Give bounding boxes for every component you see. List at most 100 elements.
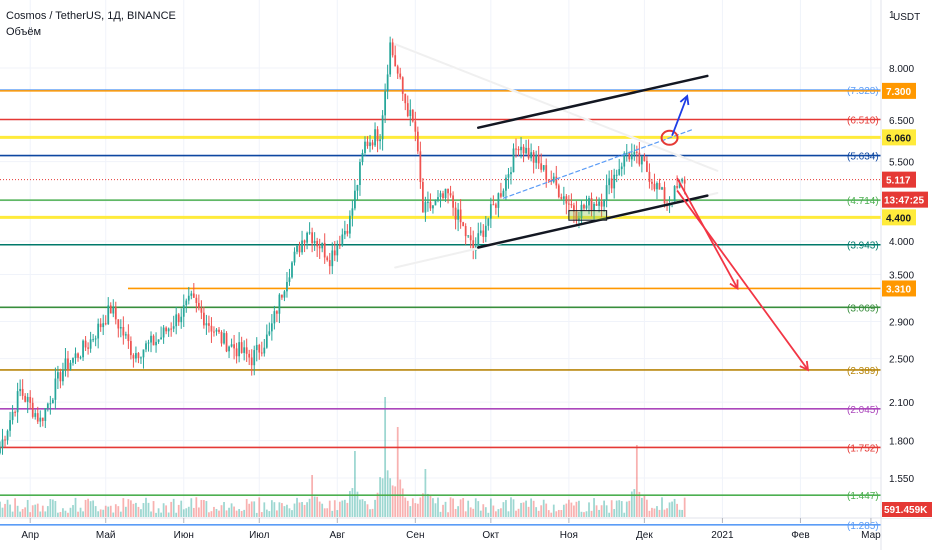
- price-tick-label: 1: [889, 10, 895, 21]
- volume-bar: [432, 498, 434, 517]
- channel-line: [477, 74, 709, 129]
- volume-bar: [36, 503, 39, 517]
- volume-bar: [260, 512, 263, 517]
- candle-body: [107, 305, 110, 325]
- volume-bar: [11, 511, 14, 517]
- volume-bar: [414, 503, 417, 517]
- candles: [0, 36, 686, 455]
- candle-body: [44, 408, 47, 421]
- volume-bar: [497, 509, 500, 517]
- price-axis[interactable]: 18.0006.5005.5004.7004.0003.5002.9002.50…: [889, 10, 914, 485]
- candle-body: [535, 155, 538, 163]
- price-badge: [882, 171, 916, 188]
- volume-bar: [401, 488, 404, 517]
- volume-bar: [562, 504, 565, 517]
- candle-body: [414, 121, 417, 132]
- candle-body: [341, 234, 344, 246]
- volume-bar: [520, 502, 522, 517]
- volume-bars: [0, 397, 686, 517]
- volume-bar: [590, 510, 593, 517]
- candle-body: [640, 156, 643, 165]
- candle-body: [449, 193, 452, 196]
- time-axis[interactable]: Апр Май Июн Июл Авг Сен Окт Ноя Дек 2021 Фев Мар: [21, 518, 881, 541]
- candle-body: [630, 154, 633, 160]
- volume-bar: [109, 505, 112, 517]
- volume-bar: [628, 500, 631, 517]
- candle-body: [243, 347, 246, 353]
- volume-bar: [200, 499, 203, 517]
- volume-bar: [142, 503, 145, 517]
- candle-body: [180, 316, 183, 323]
- candle-body: [467, 235, 470, 237]
- candle-body: [590, 198, 593, 211]
- candle-body: [600, 201, 603, 207]
- candle-body: [313, 240, 316, 244]
- volume-legend-label[interactable]: Объём: [6, 26, 42, 38]
- level-price-label: (1.447): [847, 491, 879, 502]
- candle-body: [580, 204, 583, 219]
- candle-body: [364, 141, 366, 153]
- volume-bar: [593, 498, 595, 517]
- volume-bar: [459, 499, 462, 517]
- volume-bar: [416, 503, 419, 517]
- volume-bar: [190, 498, 193, 517]
- candle-body: [346, 230, 349, 234]
- time-tick-label: Фев: [791, 530, 809, 541]
- volume-bar: [575, 501, 578, 517]
- volume-bar: [391, 485, 394, 517]
- candle-body: [374, 129, 376, 146]
- volume-bar: [160, 512, 162, 517]
- candle-body: [162, 327, 165, 338]
- candle-body: [77, 353, 79, 358]
- volume-bar: [394, 486, 397, 517]
- candle-body: [444, 188, 447, 199]
- level-price-label: (2.389): [847, 366, 879, 377]
- candle-body: [218, 329, 220, 333]
- volume-bar: [477, 501, 480, 517]
- symbol-title[interactable]: Cosmos / TetherUS, 1Д, BINANCE: [6, 10, 176, 22]
- volume-bar: [472, 508, 475, 517]
- candle-body: [598, 201, 600, 206]
- volume-bar: [291, 510, 293, 517]
- candle-body: [94, 338, 97, 340]
- volume-bar: [306, 502, 308, 517]
- volume-bar: [4, 503, 6, 517]
- candle-body: [663, 187, 666, 204]
- volume-bar: [482, 504, 485, 517]
- dashed-trendline: [502, 129, 693, 199]
- candle-body: [92, 339, 95, 341]
- volume-bar: [492, 505, 495, 517]
- candle-body: [46, 403, 49, 409]
- volume-bar: [92, 500, 95, 517]
- candle-body: [386, 74, 389, 92]
- candle-body: [343, 230, 346, 235]
- candle-body: [376, 129, 379, 142]
- candle-body: [540, 163, 543, 170]
- volume-bar: [525, 500, 527, 517]
- volume-bar: [618, 500, 621, 517]
- candle-body: [517, 148, 520, 151]
- candle-body: [457, 209, 460, 220]
- candle-body: [225, 333, 228, 352]
- volume-bar: [409, 506, 412, 517]
- candle-body: [157, 339, 160, 342]
- candle-body: [260, 352, 263, 354]
- candle-body: [112, 307, 115, 314]
- volume-bar: [145, 497, 147, 517]
- candle-body: [175, 314, 178, 327]
- volume-bar: [517, 508, 520, 517]
- candle-body: [192, 293, 195, 298]
- volume-bar: [555, 511, 558, 517]
- candle-body: [240, 342, 243, 353]
- candle-body: [643, 156, 646, 161]
- candle-body: [432, 205, 434, 209]
- candle-body: [185, 300, 188, 306]
- volume-bar: [197, 507, 200, 517]
- volume-bar: [512, 499, 515, 517]
- volume-bar: [182, 509, 185, 517]
- volume-bar: [187, 506, 190, 517]
- volume-bar: [384, 397, 387, 517]
- volume-bar: [487, 512, 490, 517]
- candle-body: [479, 230, 482, 234]
